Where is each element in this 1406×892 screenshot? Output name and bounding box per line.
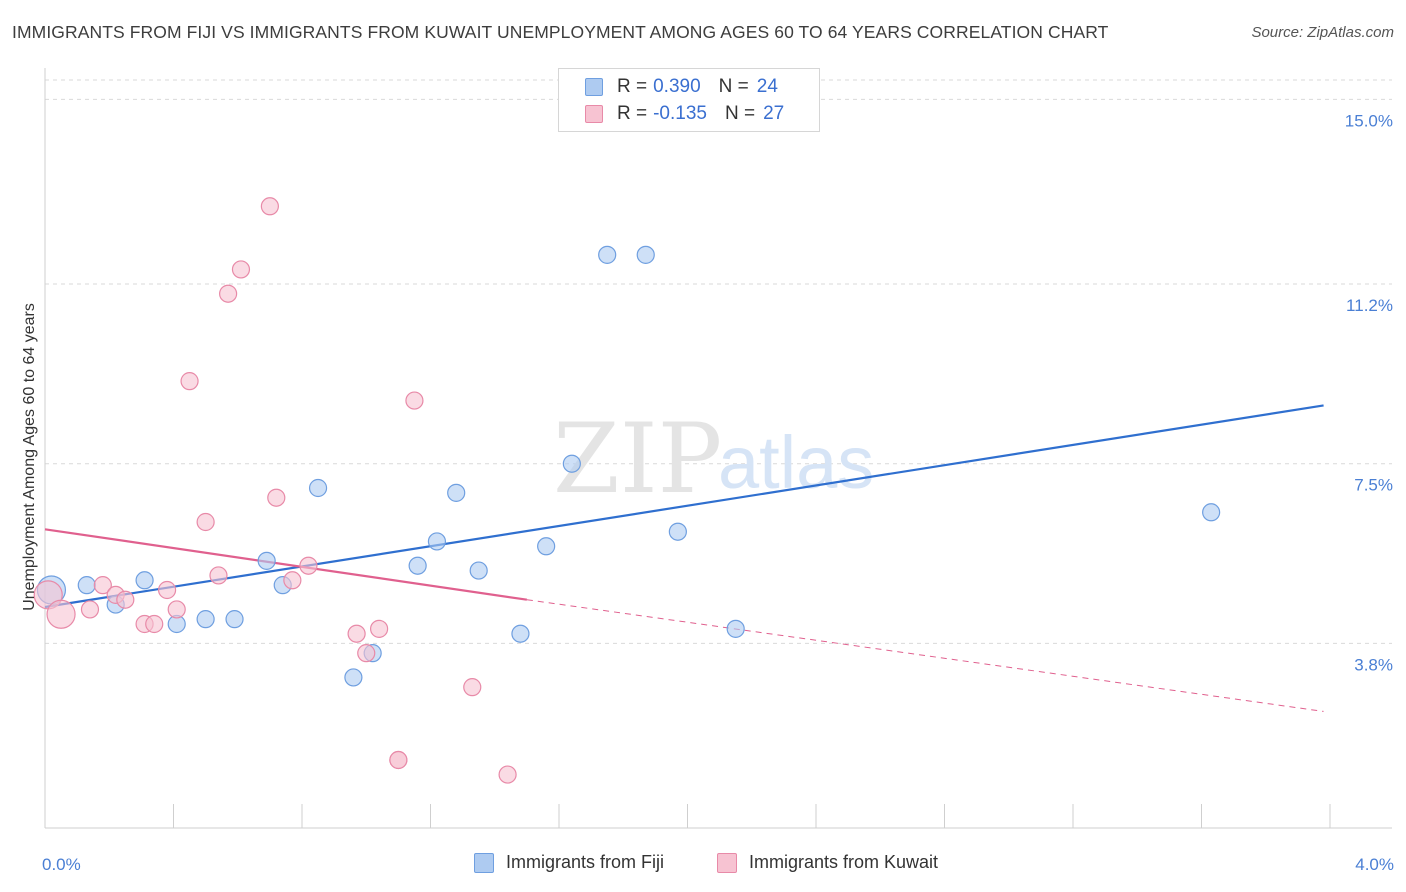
legend-r-label: R = xyxy=(617,76,648,97)
y-tick-label: 3.8% xyxy=(1354,655,1393,674)
data-point-kuwait xyxy=(283,571,302,590)
data-point-fiji xyxy=(196,610,215,629)
watermark-atlas: atlas xyxy=(718,421,874,504)
series-label-kuwait: Immigrants from Kuwait xyxy=(749,852,939,872)
data-point-fiji xyxy=(511,624,530,643)
data-point-kuwait xyxy=(167,600,186,619)
chart-title: IMMIGRANTS FROM FIJI VS IMMIGRANTS FROM … xyxy=(12,22,1109,42)
data-point-fiji xyxy=(225,610,244,629)
legend-n-value: 27 xyxy=(763,103,785,124)
legend-swatch-fiji xyxy=(585,78,603,96)
data-point-kuwait xyxy=(157,580,177,600)
data-point-kuwait xyxy=(267,488,286,507)
data-point-kuwait xyxy=(196,512,215,532)
series-swatch-fiji xyxy=(474,852,494,873)
data-point-fiji xyxy=(668,522,687,541)
data-point-kuwait xyxy=(357,644,376,663)
data-point-kuwait xyxy=(180,372,199,391)
legend-row-kuwait: R = -0.135 N = 27 xyxy=(585,101,784,127)
data-point-kuwait xyxy=(209,566,228,585)
y-tick-label: 11.2% xyxy=(1346,296,1393,315)
series-legend-fiji[interactable]: Immigrants from Fiji xyxy=(474,852,664,873)
data-point-kuwait xyxy=(231,260,251,279)
series-label-fiji: Immigrants from Fiji xyxy=(506,852,665,872)
data-point-kuwait xyxy=(260,197,279,216)
data-point-fiji xyxy=(636,245,655,264)
data-point-fiji xyxy=(469,561,488,580)
legend-n-label: N = xyxy=(718,76,749,97)
data-point-kuwait xyxy=(347,624,366,643)
legend-swatch-kuwait xyxy=(585,105,603,123)
data-point-kuwait xyxy=(370,619,389,638)
data-point-fiji xyxy=(726,619,745,638)
data-points xyxy=(33,197,1221,784)
data-point-fiji xyxy=(598,245,617,264)
data-point-fiji xyxy=(562,454,581,473)
data-point-kuwait xyxy=(145,614,164,634)
trend-lines xyxy=(44,404,1324,712)
data-point-kuwait xyxy=(116,590,135,609)
series-legend: Immigrants from Fiji Immigrants from Kuw… xyxy=(0,852,1406,878)
trend-line-kuwait xyxy=(44,528,528,601)
legend-n-label: N = xyxy=(724,103,756,124)
trend-line-fiji xyxy=(44,404,1324,609)
data-point-kuwait xyxy=(498,765,517,784)
data-point-kuwait xyxy=(463,678,482,697)
data-point-kuwait xyxy=(219,284,238,303)
watermark: ZIP atlas xyxy=(553,403,874,515)
data-point-kuwait xyxy=(405,391,424,410)
source-label: Source: ZipAtlas.com xyxy=(1251,24,1394,41)
trend-line-kuwait-extrapolated xyxy=(526,599,1324,712)
legend-r-label: R = xyxy=(617,103,648,124)
data-point-fiji xyxy=(257,551,276,570)
y-tick-label: 15.0% xyxy=(1345,111,1393,130)
data-point-kuwait xyxy=(299,556,318,575)
data-point-fiji xyxy=(447,483,466,502)
data-point-fiji xyxy=(427,532,447,551)
data-point-kuwait xyxy=(80,600,100,619)
axes xyxy=(44,68,1392,829)
data-point-kuwait xyxy=(389,750,408,770)
watermark-zip: ZIP xyxy=(553,403,722,515)
correlation-legend: R = 0.390 N = 24 R = -0.135 N = 27 xyxy=(558,68,820,132)
data-point-kuwait xyxy=(93,576,112,595)
data-point-fiji xyxy=(537,537,556,556)
data-point-fiji xyxy=(344,668,363,687)
legend-row-fiji: R = 0.390 N = 24 xyxy=(585,74,778,100)
data-point-fiji xyxy=(1202,503,1221,522)
data-point-fiji xyxy=(308,478,328,498)
tick-labels: 3.8% 7.5% 11.2% 15.0% 0.0% 4.0% xyxy=(42,111,1394,874)
legend-n-value: 24 xyxy=(756,76,778,97)
data-point-fiji xyxy=(408,556,427,575)
series-legend-kuwait[interactable]: Immigrants from Kuwait xyxy=(717,852,938,873)
y-axis-label: Unemployment Among Ages 60 to 64 years xyxy=(21,303,38,611)
x-tick-label: 0.0% xyxy=(42,855,81,874)
data-point-kuwait xyxy=(46,599,76,629)
y-tick-label: 7.5% xyxy=(1354,476,1393,495)
legend-r-value: 0.390 xyxy=(653,76,701,97)
series-swatch-kuwait xyxy=(717,852,737,873)
data-point-fiji xyxy=(77,576,96,595)
x-tick-label: 4.0% xyxy=(1355,855,1394,874)
legend-r-value: -0.135 xyxy=(653,103,707,124)
data-point-fiji xyxy=(135,571,154,590)
